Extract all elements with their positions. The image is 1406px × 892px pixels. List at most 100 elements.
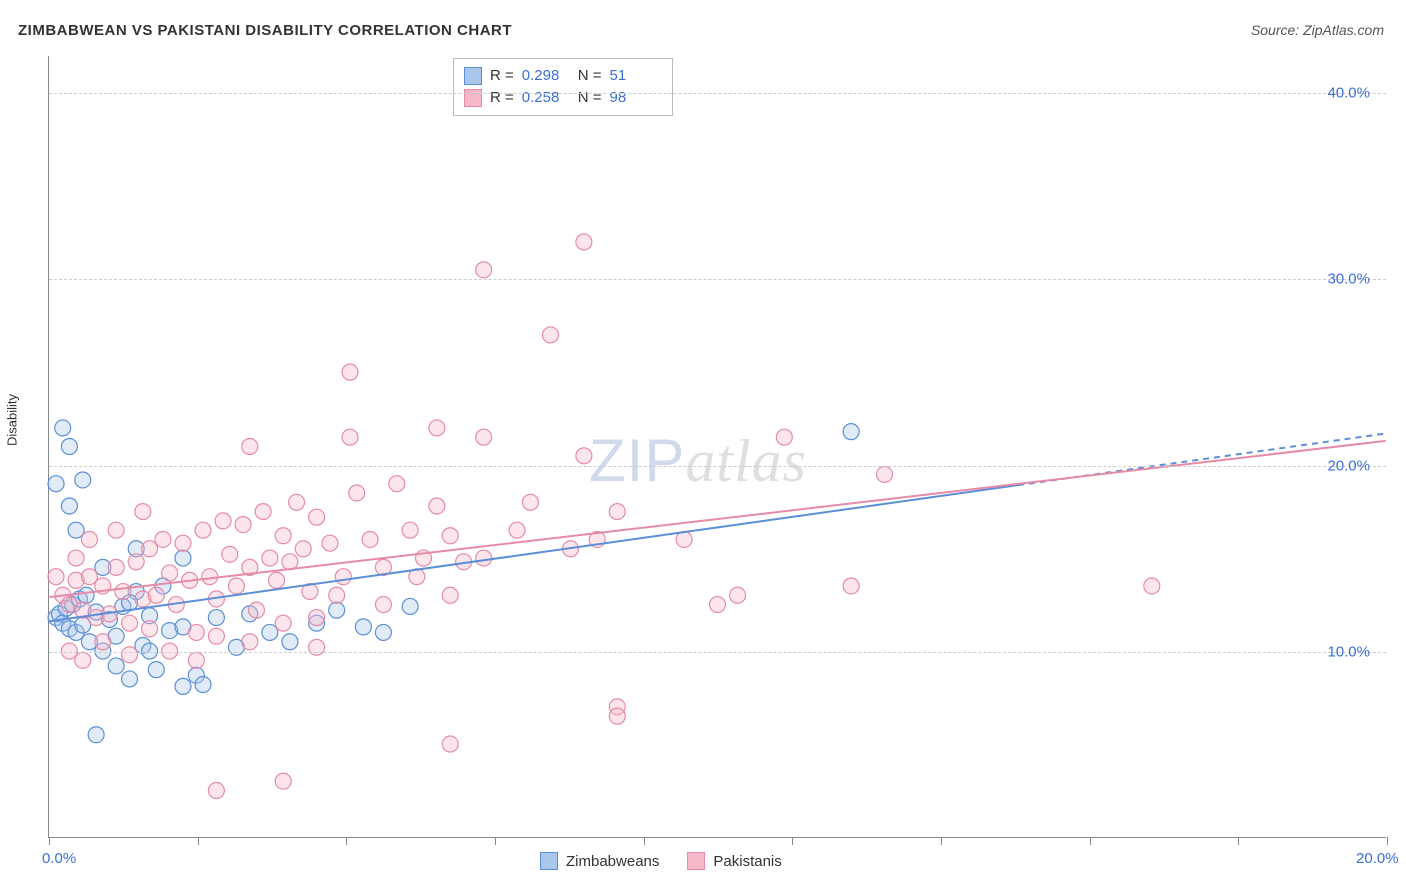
gridline [49,279,1386,280]
scatter-point-zimbabweans [329,602,345,618]
legend-stats: R =0.298N =51R =0.258N =98 [453,58,673,116]
scatter-point-zimbabweans [843,424,859,440]
scatter-point-zimbabweans [68,522,84,538]
scatter-point-pakistanis [329,587,345,603]
legend-series-item: Pakistanis [687,852,781,870]
gridline [49,93,1386,94]
scatter-point-pakistanis [235,517,251,533]
scatter-point-pakistanis [108,559,124,575]
scatter-point-pakistanis [429,420,445,436]
scatter-point-pakistanis [429,498,445,514]
x-tick [792,837,793,845]
x-tick [644,837,645,845]
x-tick [1238,837,1239,845]
scatter-point-pakistanis [242,634,258,650]
scatter-point-pakistanis [442,736,458,752]
scatter-point-pakistanis [877,466,893,482]
scatter-point-pakistanis [509,522,525,538]
scatter-point-pakistanis [95,634,111,650]
legend-series-item: Zimbabweans [540,852,659,870]
scatter-point-pakistanis [248,602,264,618]
scatter-point-pakistanis [128,554,144,570]
scatter-point-zimbabweans [61,439,77,455]
scatter-point-zimbabweans [55,420,71,436]
scatter-point-pakistanis [122,615,138,631]
plot-svg [49,56,1386,837]
scatter-point-pakistanis [262,550,278,566]
scatter-point-pakistanis [442,528,458,544]
scatter-point-zimbabweans [195,677,211,693]
x-tick [49,837,50,845]
scatter-point-zimbabweans [262,624,278,640]
scatter-point-pakistanis [609,504,625,520]
scatter-point-pakistanis [843,578,859,594]
scatter-point-pakistanis [162,565,178,581]
scatter-point-pakistanis [275,615,291,631]
scatter-point-zimbabweans [88,727,104,743]
x-tick [1387,837,1388,845]
scatter-point-pakistanis [208,783,224,799]
scatter-point-zimbabweans [402,598,418,614]
scatter-point-pakistanis [255,504,271,520]
chart-container: ZIMBABWEAN VS PAKISTANI DISABILITY CORRE… [0,0,1406,892]
scatter-point-pakistanis [188,652,204,668]
scatter-point-pakistanis [522,494,538,510]
scatter-point-pakistanis [135,504,151,520]
scatter-point-zimbabweans [175,678,191,694]
scatter-point-pakistanis [269,572,285,588]
scatter-point-pakistanis [275,528,291,544]
legend-n-value: 51 [610,65,658,87]
gridline [49,466,1386,467]
scatter-point-pakistanis [188,624,204,640]
scatter-point-pakistanis [81,531,97,547]
scatter-point-pakistanis [776,429,792,445]
scatter-point-zimbabweans [78,587,94,603]
scatter-point-pakistanis [576,234,592,250]
scatter-point-zimbabweans [355,619,371,635]
scatter-point-pakistanis [476,550,492,566]
legend-n-value: 98 [610,87,658,109]
scatter-point-pakistanis [389,476,405,492]
scatter-point-pakistanis [208,628,224,644]
scatter-point-pakistanis [81,569,97,585]
legend-swatch-icon [540,852,558,870]
scatter-point-zimbabweans [375,624,391,640]
x-tick [1090,837,1091,845]
legend-r-value: 0.258 [522,87,570,109]
legend-swatch-icon [687,852,705,870]
scatter-point-pakistanis [402,522,418,538]
trendline-pakistanis [49,441,1385,597]
scatter-point-pakistanis [609,708,625,724]
legend-stats-row: R =0.298N =51 [464,65,658,87]
scatter-point-pakistanis [115,584,131,600]
scatter-point-pakistanis [222,546,238,562]
y-tick-label: 40.0% [1327,85,1370,102]
scatter-point-pakistanis [349,485,365,501]
scatter-point-zimbabweans [208,610,224,626]
legend-series-label: Pakistanis [713,853,781,870]
scatter-point-pakistanis [342,364,358,380]
scatter-point-zimbabweans [75,472,91,488]
scatter-point-pakistanis [68,550,84,566]
scatter-point-pakistanis [442,587,458,603]
x-tick [346,837,347,845]
scatter-point-pakistanis [155,531,171,547]
scatter-point-pakistanis [476,429,492,445]
scatter-point-zimbabweans [108,658,124,674]
y-tick-label: 20.0% [1327,457,1370,474]
scatter-point-zimbabweans [122,671,138,687]
scatter-point-pakistanis [1144,578,1160,594]
scatter-point-zimbabweans [282,634,298,650]
scatter-point-zimbabweans [175,550,191,566]
y-axis-label: Disability [5,394,20,446]
legend-stats-row: R =0.258N =98 [464,87,658,109]
scatter-point-pakistanis [476,262,492,278]
scatter-point-pakistanis [676,531,692,547]
legend-series-label: Zimbabweans [566,853,659,870]
scatter-point-pakistanis [730,587,746,603]
scatter-point-pakistanis [215,513,231,529]
scatter-point-pakistanis [142,541,158,557]
scatter-point-pakistanis [309,610,325,626]
scatter-point-pakistanis [375,597,391,613]
legend-r-label: R = [490,65,514,87]
